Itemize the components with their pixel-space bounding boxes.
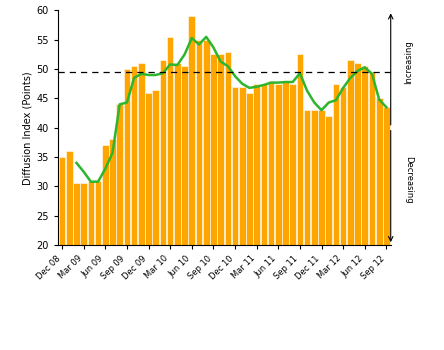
Bar (376, 98, 382, 350)
Bar (116, 104, 123, 350)
Bar (152, 90, 159, 350)
Bar (304, 110, 310, 350)
Bar (174, 63, 181, 350)
Bar (210, 55, 217, 350)
Bar (225, 51, 231, 350)
Bar (354, 63, 361, 350)
Bar (340, 87, 346, 350)
Bar (347, 60, 354, 350)
Bar (131, 66, 138, 350)
Bar (188, 16, 195, 350)
Text: Decreasing: Decreasing (404, 155, 413, 203)
Bar (268, 81, 274, 350)
Bar (123, 69, 130, 350)
Bar (383, 107, 390, 350)
Bar (282, 81, 289, 350)
Y-axis label: Diffusion Index (Points): Diffusion Index (Points) (22, 71, 32, 184)
Bar (333, 84, 339, 350)
Bar (239, 87, 246, 350)
Bar (254, 84, 260, 350)
Bar (361, 66, 368, 350)
Bar (311, 110, 317, 350)
Bar (275, 84, 281, 350)
Bar (297, 55, 303, 350)
Bar (95, 181, 101, 350)
Bar (160, 60, 166, 350)
Bar (261, 84, 267, 350)
Bar (80, 183, 87, 350)
Bar (181, 66, 188, 350)
Bar (369, 72, 375, 350)
Bar (203, 40, 210, 350)
Legend: Australian PMI*, 3 month moving average: Australian PMI*, 3 month moving average (69, 348, 333, 350)
Bar (217, 55, 224, 350)
Bar (87, 181, 94, 350)
Bar (196, 40, 202, 350)
Bar (102, 145, 109, 350)
Bar (109, 139, 116, 350)
Bar (145, 92, 152, 350)
Bar (325, 116, 332, 350)
Bar (289, 84, 296, 350)
Bar (318, 110, 325, 350)
Bar (246, 92, 253, 350)
Bar (59, 157, 65, 350)
Bar (167, 37, 174, 350)
Bar (138, 63, 145, 350)
Text: Increasing: Increasing (404, 40, 413, 84)
Bar (232, 87, 238, 350)
Bar (73, 183, 80, 350)
Bar (66, 151, 72, 350)
